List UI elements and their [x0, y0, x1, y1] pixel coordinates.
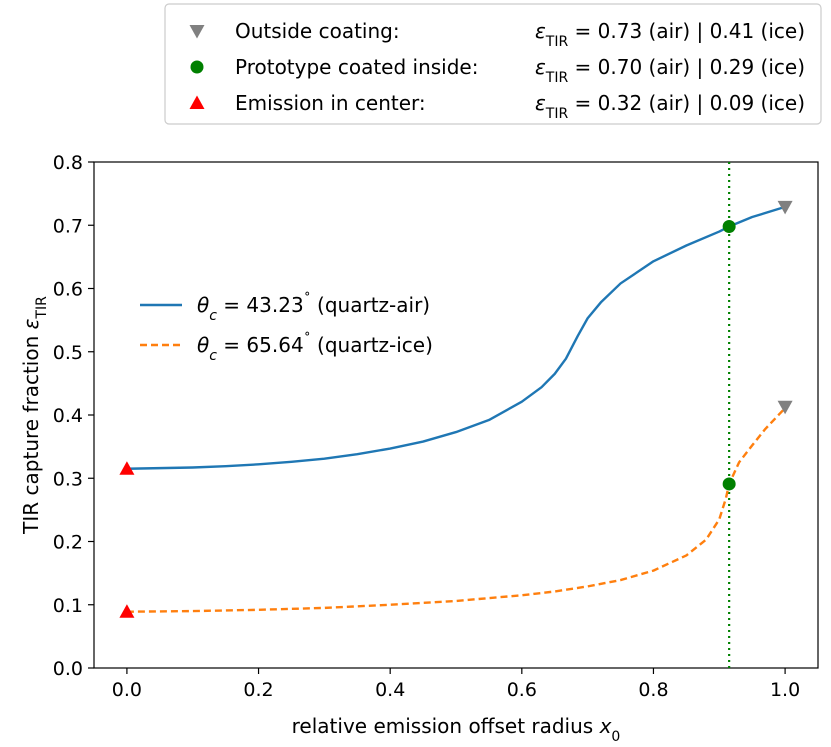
marker-2-point-1: [119, 604, 135, 618]
marker-legend-name-1: Prototype coated inside:: [235, 55, 478, 79]
axes-frame: [93, 161, 819, 669]
marker-legend-symbol-0: [189, 25, 205, 39]
marker-legend-frame: [164, 3, 822, 125]
plot-area: 0.0 0.2 0.4 0.6 0.8 1.0 0.0 0.1 0.2 0.3 0.4 0.5 0.6…: [53, 152, 819, 701]
series-line-0: [126, 205, 786, 470]
marker-legend: Outside coating: εTIR = 0.73 (air) | 0.41…: [164, 3, 822, 125]
marker-0-point-0: [777, 200, 793, 215]
marker-legend-symbol-2: [189, 95, 205, 109]
x-tick-label: 0.4: [375, 679, 405, 701]
y-axis-label: TIR capture fraction εTIR: [19, 296, 50, 535]
marker-legend-name-0: Outside coating:: [235, 19, 400, 43]
marker-legend-name-2: Emission in center:: [235, 91, 426, 115]
y-tick-label: 0.6: [53, 279, 83, 301]
x-tick-label: 1.0: [770, 679, 800, 701]
line-legend-label-0: θc = 43.23˚ (quartz-air): [197, 291, 430, 324]
y-tick-label: 0.3: [53, 468, 83, 490]
x-tick-label: 0.8: [638, 679, 668, 701]
line-legend-label-1: θc = 65.64˚ (quartz-ice): [197, 331, 433, 364]
y-tick-label: 0.0: [53, 658, 83, 680]
marker-legend-values-1: εTIR = 0.70 (air) | 0.29 (ice): [535, 55, 805, 86]
series-line-1: [126, 407, 786, 613]
marker-2-point-0: [119, 461, 135, 475]
x-tick-label: 0.0: [112, 679, 142, 701]
marker-legend-symbol-1: [190, 60, 204, 74]
y-axis-ticks: 0.0 0.1 0.2 0.3 0.4 0.5 0.6 0.7 0.8: [53, 152, 94, 680]
marker-legend-values-0: εTIR = 0.73 (air) | 0.41 (ice): [535, 19, 805, 50]
y-tick-label: 0.5: [53, 342, 83, 364]
series-layer: [126, 162, 786, 668]
line-legend: θc = 43.23˚ (quartz-air) θc = 65.64˚ (qua…: [140, 291, 433, 364]
x-tick-label: 0.2: [243, 679, 273, 701]
y-tick-label: 0.4: [53, 405, 83, 427]
marker-legend-values-2: εTIR = 0.32 (air) | 0.09 (ice): [535, 91, 805, 122]
y-tick-label: 0.7: [53, 215, 83, 237]
marker-1-point-0: [722, 220, 736, 234]
x-axis-ticks: 0.0 0.2 0.4 0.6 0.8 1.0: [112, 668, 800, 701]
x-axis-label: relative emission offset radius x0: [292, 714, 621, 745]
y-tick-label: 0.1: [53, 595, 83, 617]
y-tick-label: 0.2: [53, 532, 83, 554]
marker-1-point-1: [722, 477, 736, 491]
marker-0-point-1: [777, 400, 793, 415]
marker-layer: [119, 200, 793, 618]
y-tick-label: 0.8: [53, 152, 83, 174]
x-tick-label: 0.6: [507, 679, 537, 701]
